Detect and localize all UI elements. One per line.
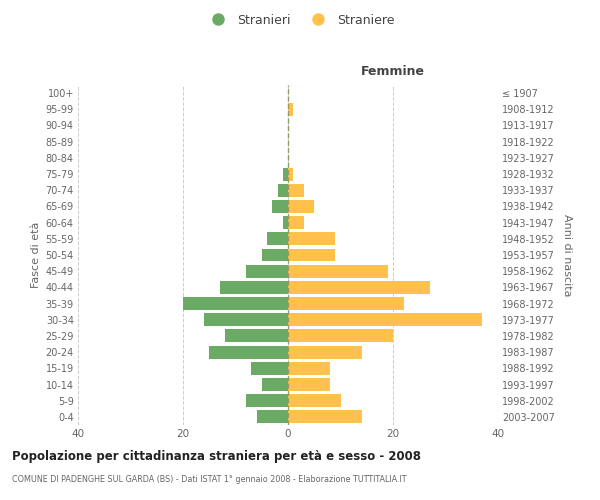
Bar (288, 394, 341, 407)
Bar (246, 264, 288, 278)
Bar (288, 168, 293, 180)
Y-axis label: Anni di nascita: Anni di nascita (562, 214, 572, 296)
Bar (288, 200, 314, 213)
Bar (262, 378, 288, 391)
Bar (288, 216, 304, 229)
Bar (262, 248, 288, 262)
Bar (246, 394, 288, 407)
Text: Popolazione per cittadinanza straniera per età e sesso - 2008: Popolazione per cittadinanza straniera p… (12, 450, 421, 463)
Bar (288, 330, 393, 342)
Bar (272, 200, 288, 213)
Legend: Stranieri, Straniere: Stranieri, Straniere (201, 8, 399, 32)
Text: COMUNE DI PADENGHE SUL GARDA (BS) - Dati ISTAT 1° gennaio 2008 - Elaborazione TU: COMUNE DI PADENGHE SUL GARDA (BS) - Dati… (12, 475, 407, 484)
Bar (277, 184, 288, 196)
Y-axis label: Fasce di età: Fasce di età (31, 222, 41, 288)
Bar (283, 216, 288, 229)
Bar (288, 378, 330, 391)
Bar (288, 264, 388, 278)
Bar (288, 346, 361, 358)
Bar (251, 362, 288, 375)
Bar (209, 346, 288, 358)
Bar (220, 281, 288, 294)
Bar (288, 314, 482, 326)
Bar (288, 362, 330, 375)
Bar (267, 232, 288, 245)
Bar (288, 297, 404, 310)
Bar (257, 410, 288, 424)
Bar (288, 103, 293, 116)
Bar (288, 184, 304, 196)
Bar (288, 410, 361, 424)
Bar (283, 168, 288, 180)
Bar (288, 281, 430, 294)
Text: Femmine: Femmine (361, 65, 425, 78)
Bar (288, 232, 335, 245)
Bar (288, 248, 335, 262)
Bar (225, 330, 288, 342)
Bar (183, 297, 288, 310)
Bar (204, 314, 288, 326)
